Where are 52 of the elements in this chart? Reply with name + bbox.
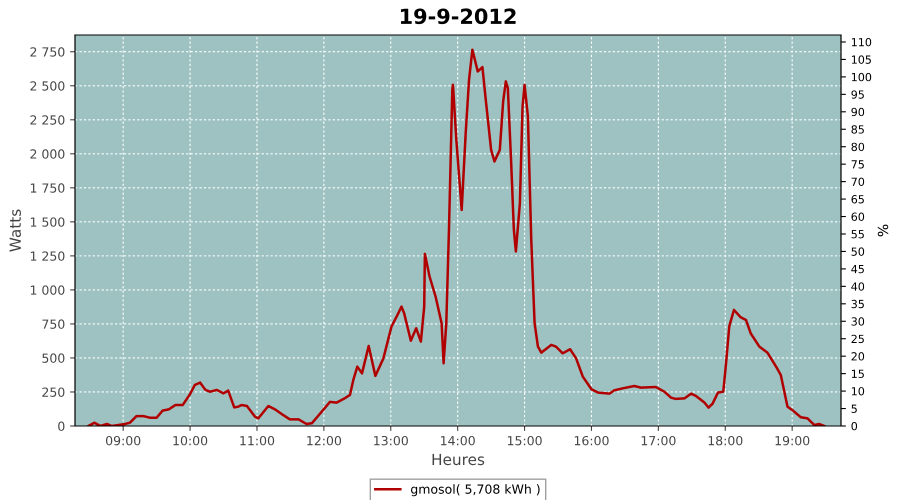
x-axis-title: Heures <box>432 454 484 466</box>
y2-tick-label: 5 <box>852 404 857 413</box>
x-tick-label: 17:00 <box>642 436 676 446</box>
y2-tick-label: 35 <box>852 300 864 308</box>
y2-tick-label: 90 <box>851 108 864 116</box>
y-tick-label: 0 <box>58 421 64 431</box>
y2-tick-label: 50 <box>852 247 864 256</box>
x-tick-label: 09:00 <box>106 436 140 446</box>
y2-tick-label: 80 <box>851 142 864 152</box>
y2-tick-label: 75 <box>852 160 864 169</box>
legend-label: gmosol( 5,708 kWh ) <box>411 484 540 496</box>
y-tick-label: 500 <box>42 353 64 363</box>
x-tick-label: 11:00 <box>240 436 274 446</box>
y-tick-label: 2 250 <box>30 115 64 125</box>
y2-tick-label: 65 <box>852 195 864 204</box>
y2-tick-label: 10 <box>852 387 864 396</box>
y-tick-label: 1 500 <box>30 217 64 227</box>
y-tick-label: 750 <box>42 319 64 329</box>
y2-tick-label: 20 <box>852 352 864 361</box>
y2-tick-label: 55 <box>852 230 864 238</box>
y-tick-label: 1 750 <box>30 183 64 193</box>
y2-tick-label: 0 <box>851 422 858 430</box>
y-tick-label: 2 500 <box>30 81 64 91</box>
y2-tick-label: 70 <box>852 178 864 186</box>
y-axis-title: Watts <box>10 210 21 252</box>
y-tick-label: 2 750 <box>30 47 64 57</box>
y-tick-label: 1 000 <box>30 285 64 295</box>
y2-tick-label: 40 <box>851 282 864 291</box>
x-tick-label: 15:00 <box>508 436 542 446</box>
x-tick-label: 14:00 <box>441 436 475 446</box>
y-tick-label: 1 250 <box>30 251 64 261</box>
y2-tick-label: 95 <box>851 90 864 99</box>
x-tick-label: 12:00 <box>307 436 342 446</box>
x-tick-label: 10:00 <box>173 436 208 446</box>
y2-tick-label: 110 <box>852 38 872 46</box>
x-tick-label: 18:00 <box>708 436 742 446</box>
y2-axis-title: % <box>878 224 888 236</box>
y2-tick-label: 25 <box>852 334 864 344</box>
line-series <box>87 48 826 426</box>
y2-tick-label: 15 <box>852 370 864 378</box>
x-tick-label: 19:00 <box>776 436 810 446</box>
y-tick-label: 2 000 <box>30 149 64 159</box>
chart-title: 19-9-2012 <box>400 8 516 24</box>
y2-tick-label: 30 <box>852 317 864 326</box>
y-tick-label: 250 <box>42 387 64 397</box>
y2-tick-label: 45 <box>851 265 864 274</box>
y2-tick-label: 105 <box>852 55 871 64</box>
x-tick-label: 16:00 <box>574 436 609 446</box>
x-tick-label: 13:00 <box>374 436 408 446</box>
y2-tick-label: 85 <box>851 125 864 134</box>
y2-tick-label: 100 <box>852 72 872 82</box>
y2-tick-label: 60 <box>852 212 864 221</box>
